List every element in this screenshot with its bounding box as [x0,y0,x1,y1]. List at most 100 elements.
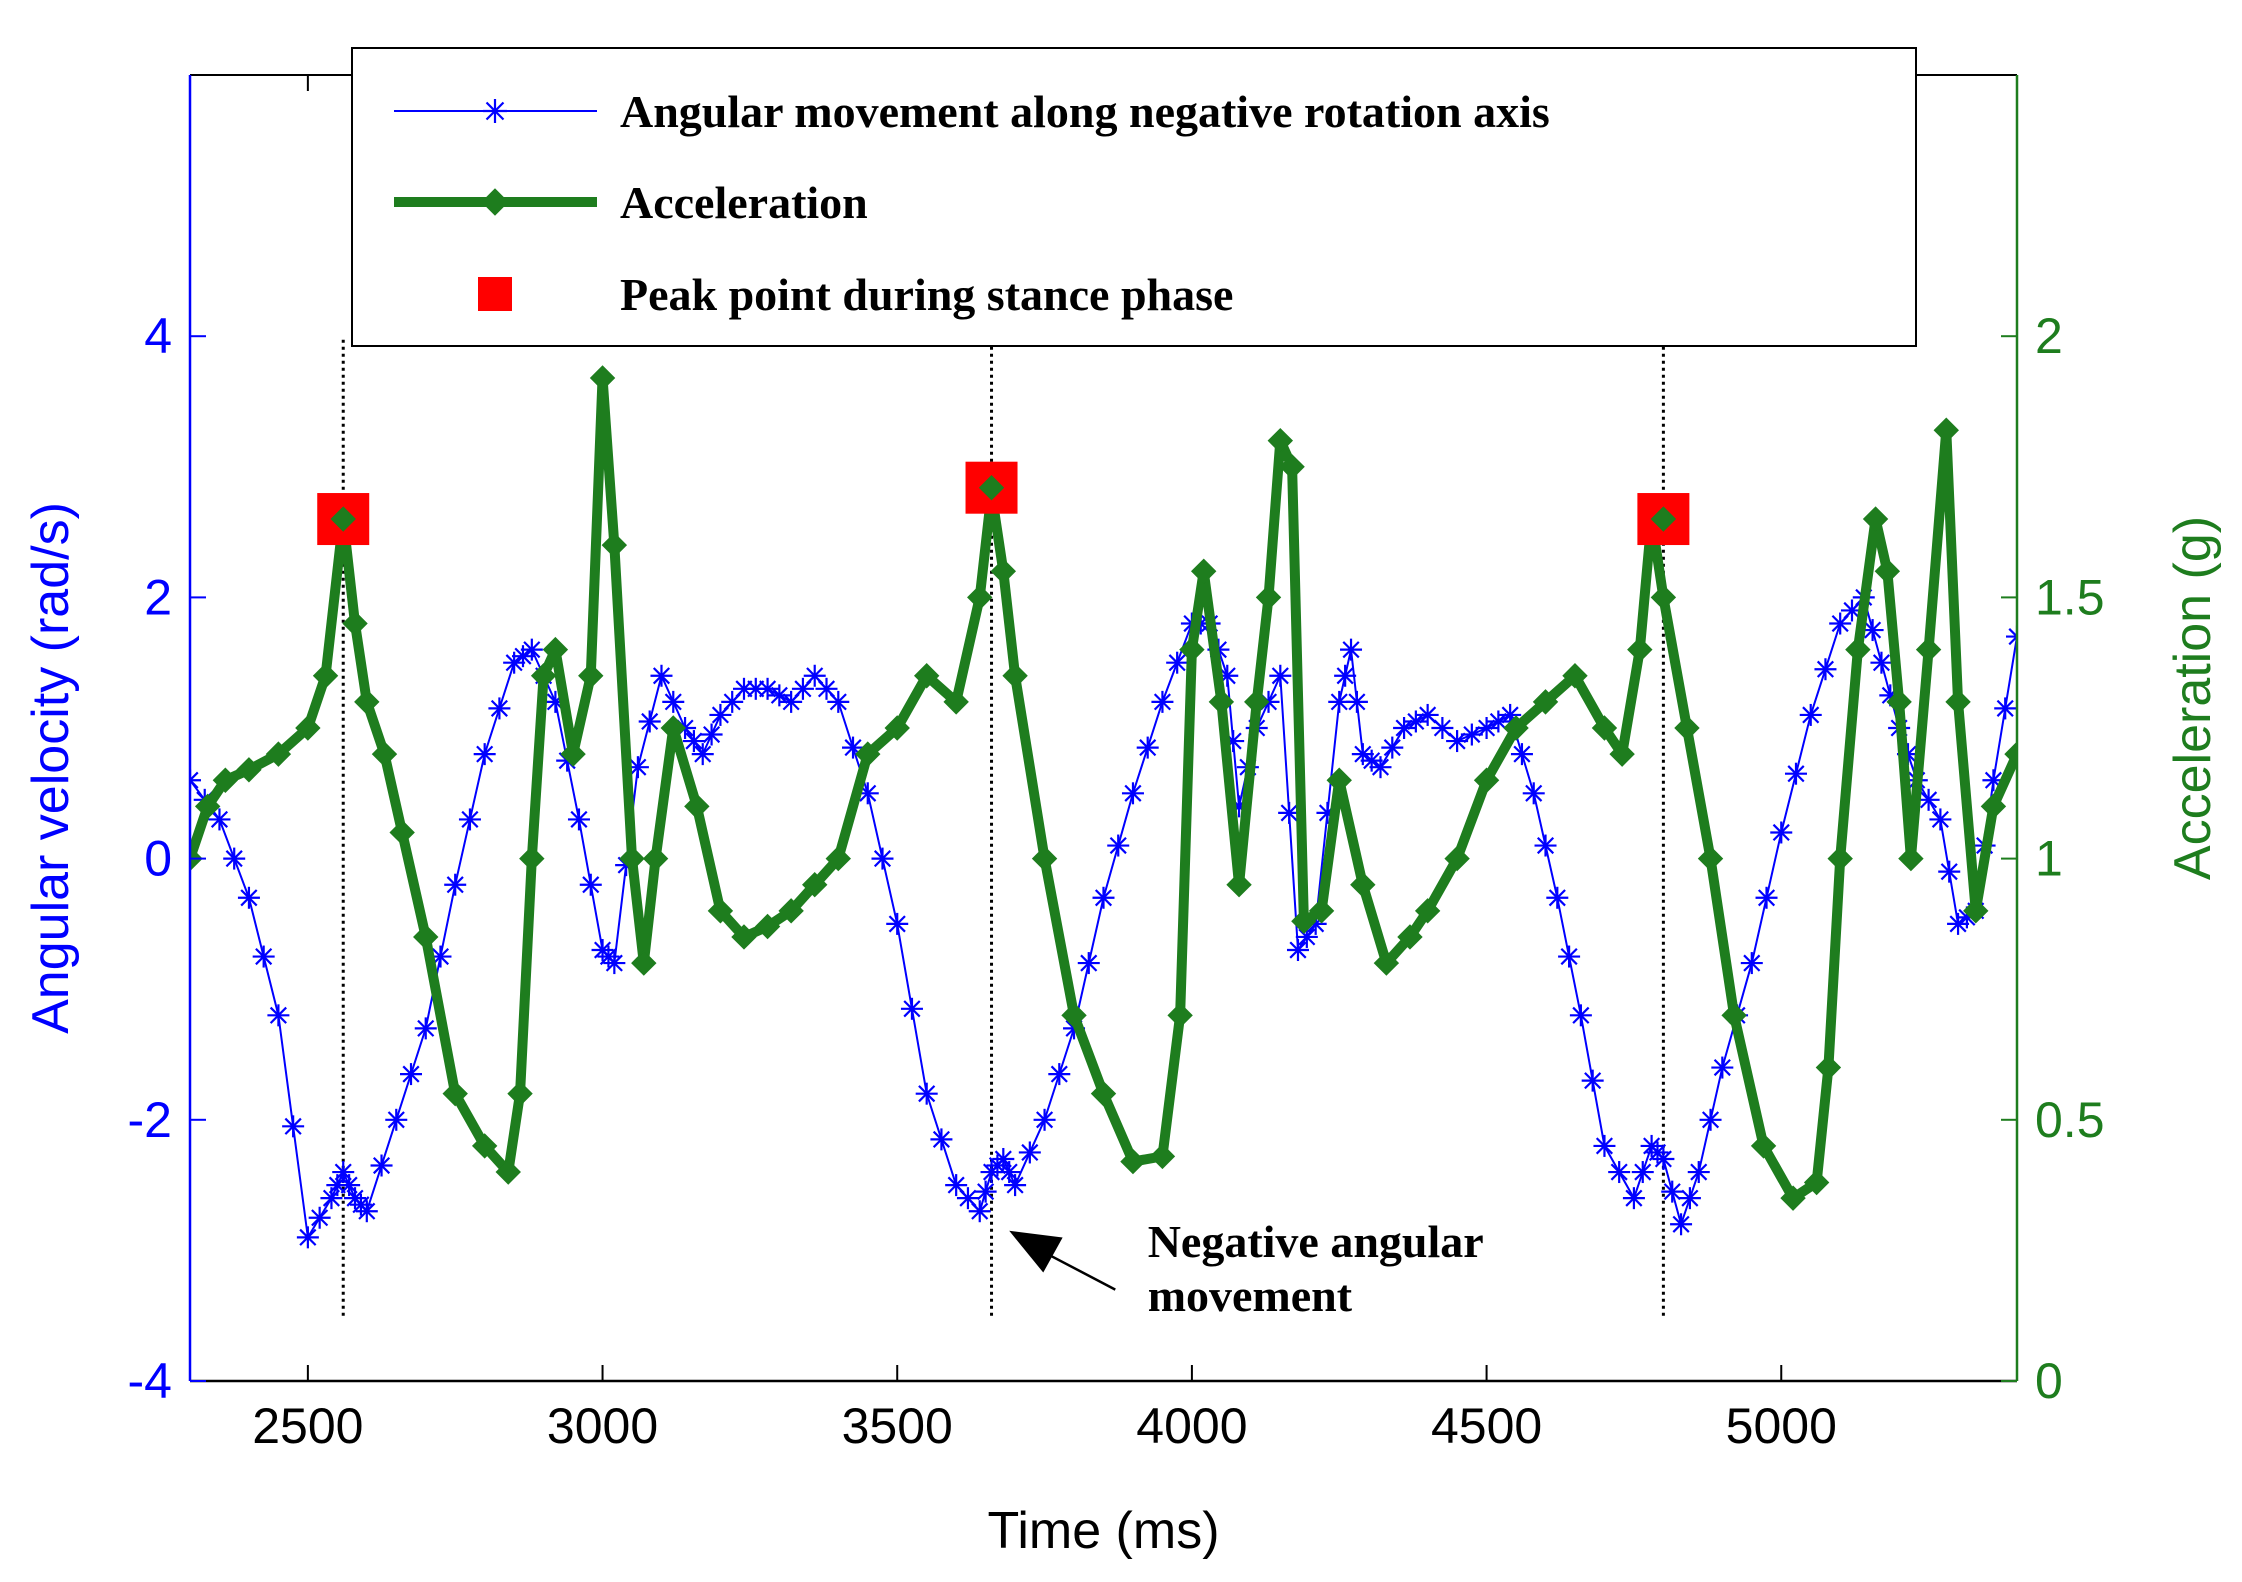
acceleration-point [660,715,686,741]
acceleration-point [1750,1133,1777,1159]
acceleration-point [1898,845,1924,872]
acceleration-point [1397,924,1423,950]
acceleration-point [684,793,710,820]
angular-point [1340,638,1363,661]
angular-point [827,690,850,713]
angular-point [682,730,705,753]
angular-point [1381,736,1404,759]
angular-point [638,710,661,733]
acceleration-point [1721,1002,1747,1029]
acceleration-point [1674,715,1700,741]
acceleration-point [1591,715,1618,741]
angular-point [1048,1063,1071,1086]
angular-point [1393,717,1416,739]
angular-point [1077,952,1100,975]
x-tick-label: 3500 [842,1398,953,1454]
acceleration-point [1244,689,1270,715]
acceleration-point [312,663,339,689]
acceleration-point [1862,506,1889,532]
acceleration-point [1933,417,1959,443]
angular-series-line [190,595,2017,1241]
angular-point [1360,749,1383,772]
angular-point [1799,703,1822,726]
acceleration-point [1874,558,1901,584]
acceleration-point [342,610,368,637]
x-tick-label: 4500 [1431,1398,1542,1454]
acceleration-point [1291,908,1317,934]
angular-point [1631,1161,1654,1184]
angular-point [237,886,260,909]
acceleration-point [855,741,881,767]
peak-acceleration-point [978,474,1005,501]
acceleration-point [913,663,940,689]
acceleration-point [236,757,262,783]
acceleration-point [1845,636,1871,663]
angular-point [1784,762,1807,785]
angular-point [1938,860,1961,883]
acceleration-point [1697,845,1724,872]
angular-point [886,912,909,935]
annotation-label: Negative angular [1148,1216,1484,1267]
acceleration-point [1945,689,1971,715]
acceleration-point [2004,741,2017,767]
angular-point [1345,690,1368,713]
angular-point [473,743,496,766]
angular-point [1608,1161,1631,1184]
acceleration-point [560,741,586,767]
acceleration-point [1255,584,1282,611]
angular-point [252,945,275,968]
acceleration-point [778,898,804,924]
acceleration-point [1326,767,1352,793]
angular-point [1870,651,1893,674]
annotation-arrow-head [1009,1230,1063,1273]
acceleration-point [943,689,969,715]
angular-point [567,808,590,831]
angular-point [1652,1147,1675,1170]
y-right-tick-label: 2 [2035,308,2063,364]
acceleration-point [1167,1002,1193,1029]
acceleration-point [990,558,1017,584]
y-right-tick-label: 0 [2035,1353,2063,1409]
angular-point [1534,834,1557,857]
angular-point [974,1180,997,1203]
acceleration-point [631,950,657,976]
angular-point [1121,782,1144,805]
angular-point [1107,834,1130,857]
angular-point [1286,939,1309,962]
acceleration-point [589,365,616,391]
acceleration-point [542,636,569,663]
acceleration-series-line [190,372,2017,1204]
angular-point [1711,1056,1734,1079]
acceleration-point [642,845,669,872]
angular-point [1687,1161,1710,1184]
angular-point [900,997,923,1020]
angular-point [1431,717,1454,739]
legend-angular-marker [483,99,507,123]
acceleration-point [1267,427,1294,454]
angular-point [915,1082,938,1105]
acceleration-point [967,584,993,611]
angular-point [968,1200,991,1223]
angular-point [662,690,685,713]
angular-point [1994,697,2017,720]
acceleration-point [754,913,781,940]
acceleration-point [1650,584,1677,611]
angular-point [1004,1174,1027,1197]
angular-point [370,1154,393,1177]
acceleration-point [1827,845,1853,872]
acceleration-point [1090,1080,1117,1107]
y-right-tick-label: 0.5 [2035,1092,2105,1148]
acceleration-point [442,1080,468,1107]
angular-point [930,1128,953,1151]
angular-point [1546,886,1569,909]
y-left-axis-title: Angular velocity (rad/s) [22,502,80,1034]
angular-point [208,808,231,831]
angular-point [1581,1069,1604,1092]
acceleration-point [1226,872,1252,898]
angular-point [1814,658,1837,681]
angular-point [871,847,894,870]
angular-point [1416,703,1439,726]
angular-point [768,684,791,707]
angular-point [1755,886,1778,909]
acceleration-point [1915,636,1942,663]
